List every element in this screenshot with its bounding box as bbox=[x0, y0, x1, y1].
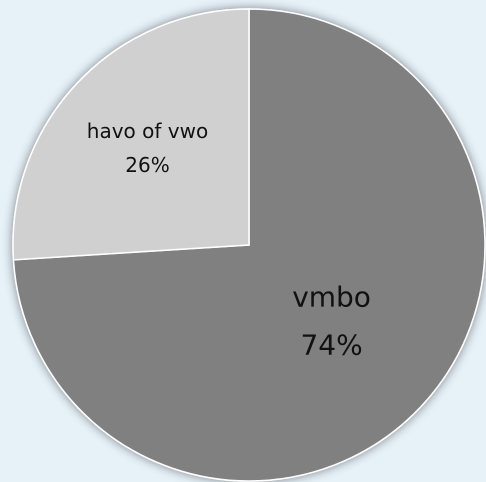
pie-slice bbox=[12, 8, 250, 261]
slice-label: havo of vwo bbox=[87, 119, 208, 143]
slice-value-label: 26% bbox=[125, 153, 169, 177]
slice-label: vmbo bbox=[292, 281, 371, 314]
slice-value-label: 74% bbox=[300, 329, 362, 362]
pie bbox=[12, 8, 486, 482]
